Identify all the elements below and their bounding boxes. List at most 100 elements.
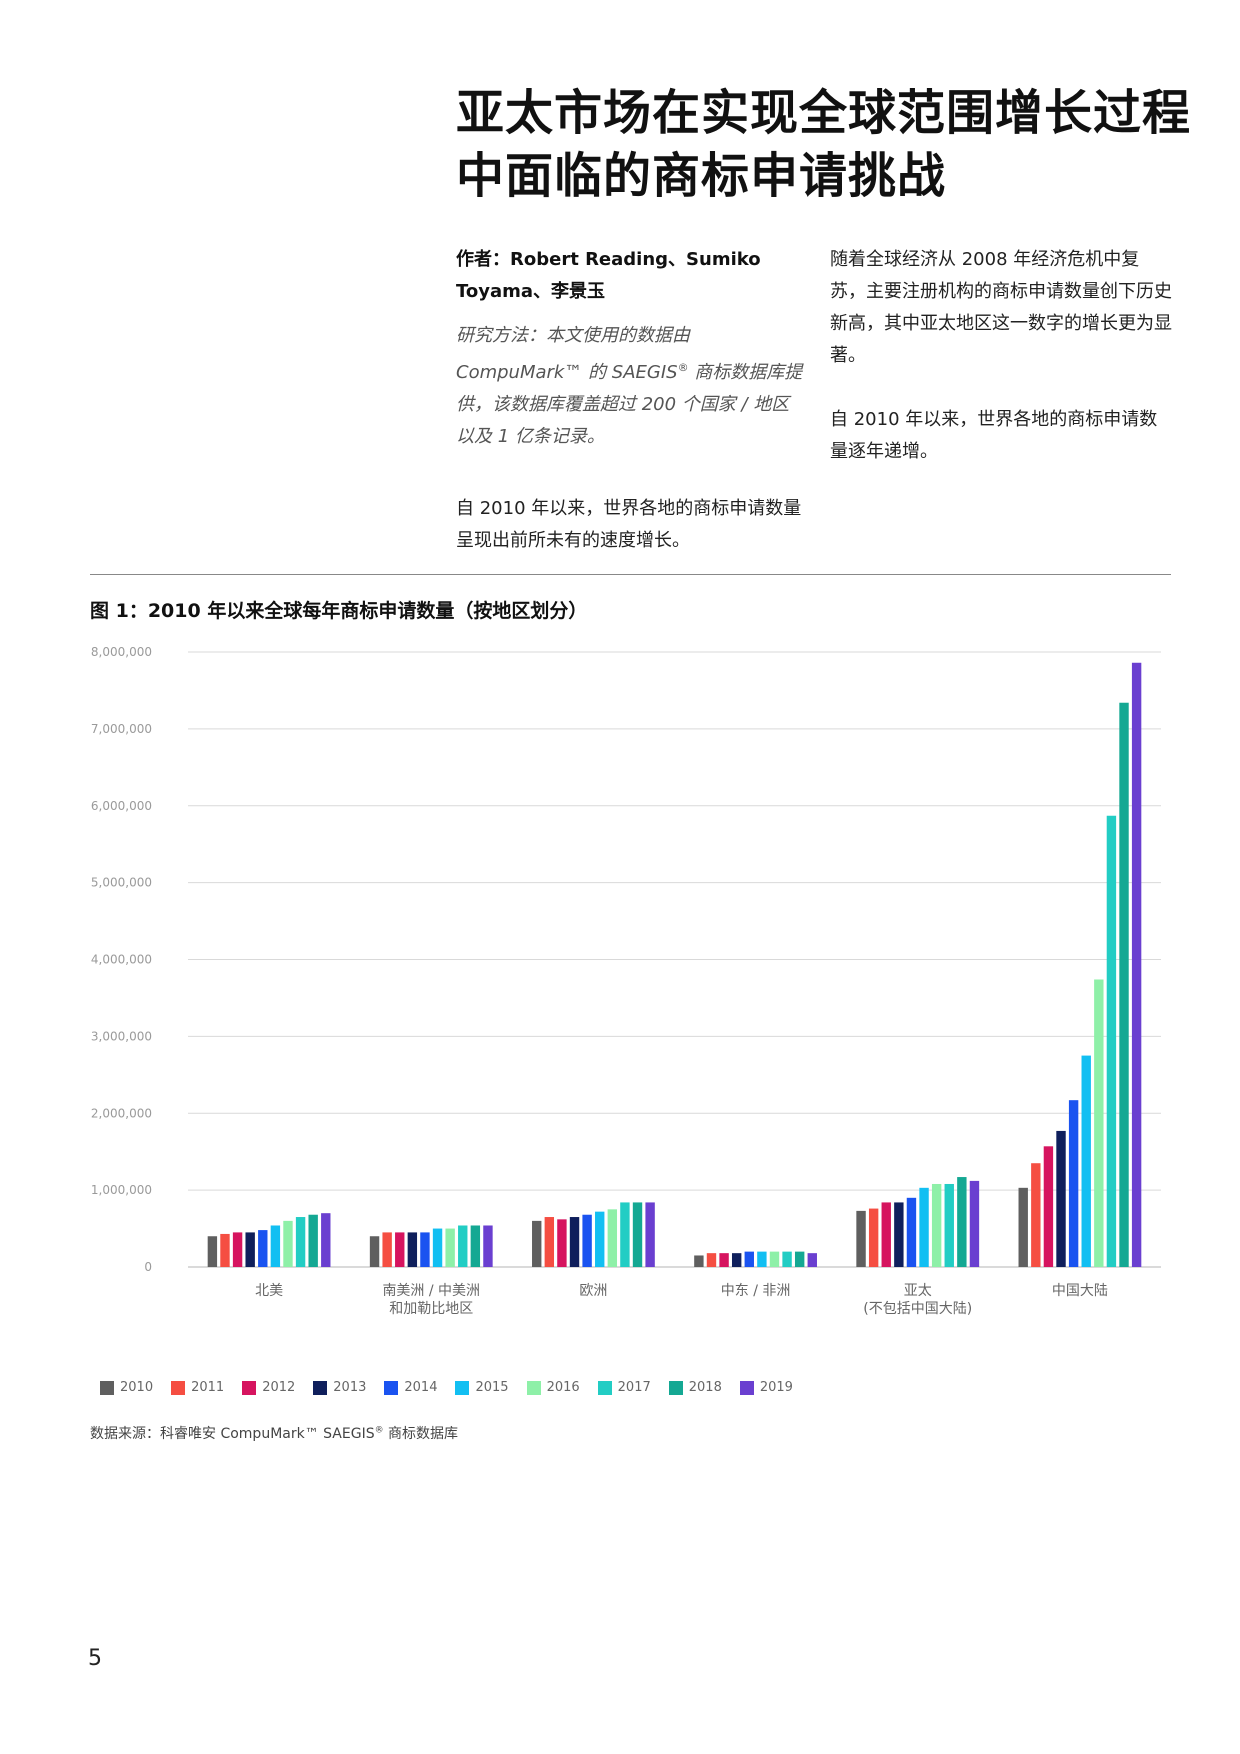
bar xyxy=(395,1232,405,1267)
research-method: 研究方法：本文使用的数据由 CompuMark™ 的 SAEGIS® 商标数据库… xyxy=(456,320,804,453)
legend-swatch xyxy=(739,1380,754,1395)
bar xyxy=(270,1225,281,1267)
left-column: 作者：Robert Reading、Sumiko Toyama、李景玉 研究方法… xyxy=(456,244,804,557)
bar xyxy=(470,1225,481,1267)
bar xyxy=(432,1228,443,1267)
bar xyxy=(544,1217,555,1267)
y-tick-label: 5,000,000 xyxy=(91,876,152,890)
page-number: 5 xyxy=(88,1646,102,1671)
bar xyxy=(382,1232,392,1267)
bar xyxy=(794,1251,805,1267)
legend-label: 2018 xyxy=(688,1380,722,1395)
bar xyxy=(957,1177,967,1267)
chart-legend: 2010 2011 2012 2013 2014 2015 2016 2017 2018 2019 xyxy=(100,1380,811,1395)
bar xyxy=(445,1228,455,1267)
bar xyxy=(632,1202,643,1267)
bar xyxy=(706,1253,717,1267)
section-divider xyxy=(90,574,1171,575)
bar xyxy=(919,1187,929,1267)
bar xyxy=(807,1253,817,1267)
legend-label: 2012 xyxy=(262,1380,296,1395)
bar xyxy=(582,1214,592,1267)
bar xyxy=(881,1202,891,1267)
authors: 作者：Robert Reading、Sumiko Toyama、李景玉 xyxy=(456,249,761,302)
bar xyxy=(258,1230,268,1267)
legend-item: 2019 xyxy=(739,1380,793,1395)
x-tick-label: 北美 xyxy=(255,1283,283,1299)
registered-mark: ® xyxy=(677,361,689,374)
legend-item: 2010 xyxy=(100,1380,153,1395)
bar xyxy=(607,1209,618,1267)
legend-swatch xyxy=(668,1380,683,1395)
bar xyxy=(458,1225,468,1267)
figure-title: 图 1：2010 年以来全球每年商标申请数量（按地区划分） xyxy=(90,600,588,622)
bar xyxy=(744,1251,754,1267)
legend-item: 2018 xyxy=(668,1380,722,1395)
legend-label: 2010 xyxy=(120,1380,154,1395)
x-tick-label: 中国大陆 xyxy=(1052,1283,1108,1299)
legend-label: 2019 xyxy=(759,1380,793,1395)
bar xyxy=(557,1219,567,1267)
x-tick-label: (不包括中国大陆) xyxy=(863,1301,972,1317)
legend-label: 2016 xyxy=(546,1380,580,1395)
bar-chart: 0 1,000,000 2,000,000 3,000,000 4,000,000 5,0… xyxy=(91,645,1161,1317)
legend-item: 2015 xyxy=(455,1380,509,1395)
legend-label: 2014 xyxy=(404,1380,438,1395)
legend-label: 2011 xyxy=(191,1380,225,1395)
legend-item: 2013 xyxy=(313,1380,366,1395)
bar xyxy=(220,1233,230,1267)
bar xyxy=(407,1232,418,1267)
bar xyxy=(856,1210,866,1267)
bar xyxy=(645,1202,655,1267)
bar xyxy=(595,1211,605,1267)
y-tick-label: 2,000,000 xyxy=(91,1106,152,1120)
x-tick-label: 中东 / 非洲 xyxy=(721,1283,791,1299)
bar xyxy=(757,1251,767,1267)
bar xyxy=(1119,702,1129,1267)
bar xyxy=(207,1236,218,1267)
source-registered-mark: ® xyxy=(374,1425,384,1436)
x-tick-label: 南美洲 / 中美洲 xyxy=(382,1283,480,1299)
bar xyxy=(420,1232,430,1267)
legend-item: 2014 xyxy=(384,1380,437,1395)
bar xyxy=(232,1232,243,1267)
bar xyxy=(283,1220,293,1267)
y-tick-label: 3,000,000 xyxy=(91,1029,152,1043)
bar xyxy=(719,1253,729,1267)
bar xyxy=(245,1232,255,1267)
article-title: 亚太市场在实现全球范围增长过程中面临的商标申请挑战 xyxy=(456,85,1192,204)
legend-swatch xyxy=(313,1380,328,1395)
legend-label: 2015 xyxy=(475,1380,509,1395)
bar xyxy=(1106,815,1117,1267)
y-tick-label: 0 xyxy=(144,1260,152,1274)
bar xyxy=(483,1225,493,1267)
bar xyxy=(569,1217,580,1267)
research-method-text: 研究方法：本文使用的数据由 CompuMark™ 的 SAEGIS xyxy=(456,325,690,383)
x-tick-label: 和加勒比地区 xyxy=(389,1301,473,1317)
legend-item: 2012 xyxy=(242,1380,295,1395)
legend-swatch xyxy=(597,1380,612,1395)
x-tick-label: 欧洲 xyxy=(579,1283,607,1299)
bar xyxy=(369,1236,380,1267)
legend-item: 2017 xyxy=(597,1380,651,1395)
research-method-text-end: 商标数据库提供，该数据库覆盖超过 200 个国家 / 地区以及 1 亿条记录。 xyxy=(456,362,803,447)
y-tick-label: 8,000,000 xyxy=(91,645,152,659)
bar xyxy=(295,1217,306,1267)
bar xyxy=(1018,1187,1028,1267)
y-tick-label: 6,000,000 xyxy=(91,799,152,813)
bar xyxy=(769,1251,780,1267)
bar xyxy=(731,1253,742,1267)
bar xyxy=(868,1208,879,1267)
x-tick-label: 亚太 xyxy=(904,1283,932,1299)
bar xyxy=(894,1202,904,1267)
y-tick-label: 7,000,000 xyxy=(91,722,152,736)
y-tick-label: 4,000,000 xyxy=(91,953,152,967)
bar xyxy=(532,1220,542,1267)
data-source: 数据来源：科睿唯安 CompuMark™ SAEGIS® 商标数据库 xyxy=(90,1423,458,1443)
bar xyxy=(1131,662,1142,1267)
bar xyxy=(782,1251,792,1267)
bar xyxy=(1068,1100,1079,1267)
bar xyxy=(906,1197,917,1267)
legend-label: 2013 xyxy=(333,1380,367,1395)
bar xyxy=(1094,979,1104,1267)
